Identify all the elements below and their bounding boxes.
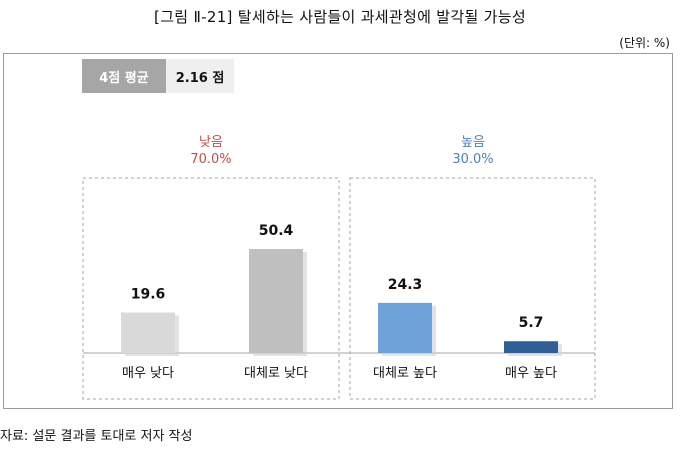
bar <box>121 312 175 353</box>
average-label: 4점 평균 <box>82 59 166 93</box>
chart-frame <box>3 53 673 409</box>
bar <box>378 302 432 353</box>
data-label: 50.4 <box>259 223 294 239</box>
average-value: 2.16 점 <box>166 59 234 93</box>
bar <box>504 341 558 353</box>
category-label: 대체로 낮다 <box>244 366 308 381</box>
category-label: 매우 높다 <box>505 366 557 381</box>
group-name-2: 높음 <box>461 135 485 150</box>
average-box: 4점 평균 2.16 점 <box>82 59 234 93</box>
group-box-2 <box>349 177 596 400</box>
unit-label: (단위: %) <box>619 36 670 50</box>
group-box-1 <box>82 177 340 400</box>
chart-title: [그림 Ⅱ-21] 탈세하는 사람들이 과세관청에 발각될 가능성 <box>154 8 526 26</box>
source-note: 자료: 설문 결과를 토대로 저자 작성 <box>0 429 193 444</box>
bar <box>249 249 303 353</box>
data-label: 19.6 <box>131 287 166 303</box>
group-name-1: 낮음 <box>199 135 223 150</box>
group-share-2: 30.0% <box>452 152 493 167</box>
category-label: 대체로 높다 <box>373 366 437 381</box>
group-share-1: 70.0% <box>190 152 231 167</box>
data-label: 24.3 <box>388 277 423 293</box>
data-label: 5.7 <box>519 315 544 331</box>
category-label: 매우 낮다 <box>122 366 174 381</box>
